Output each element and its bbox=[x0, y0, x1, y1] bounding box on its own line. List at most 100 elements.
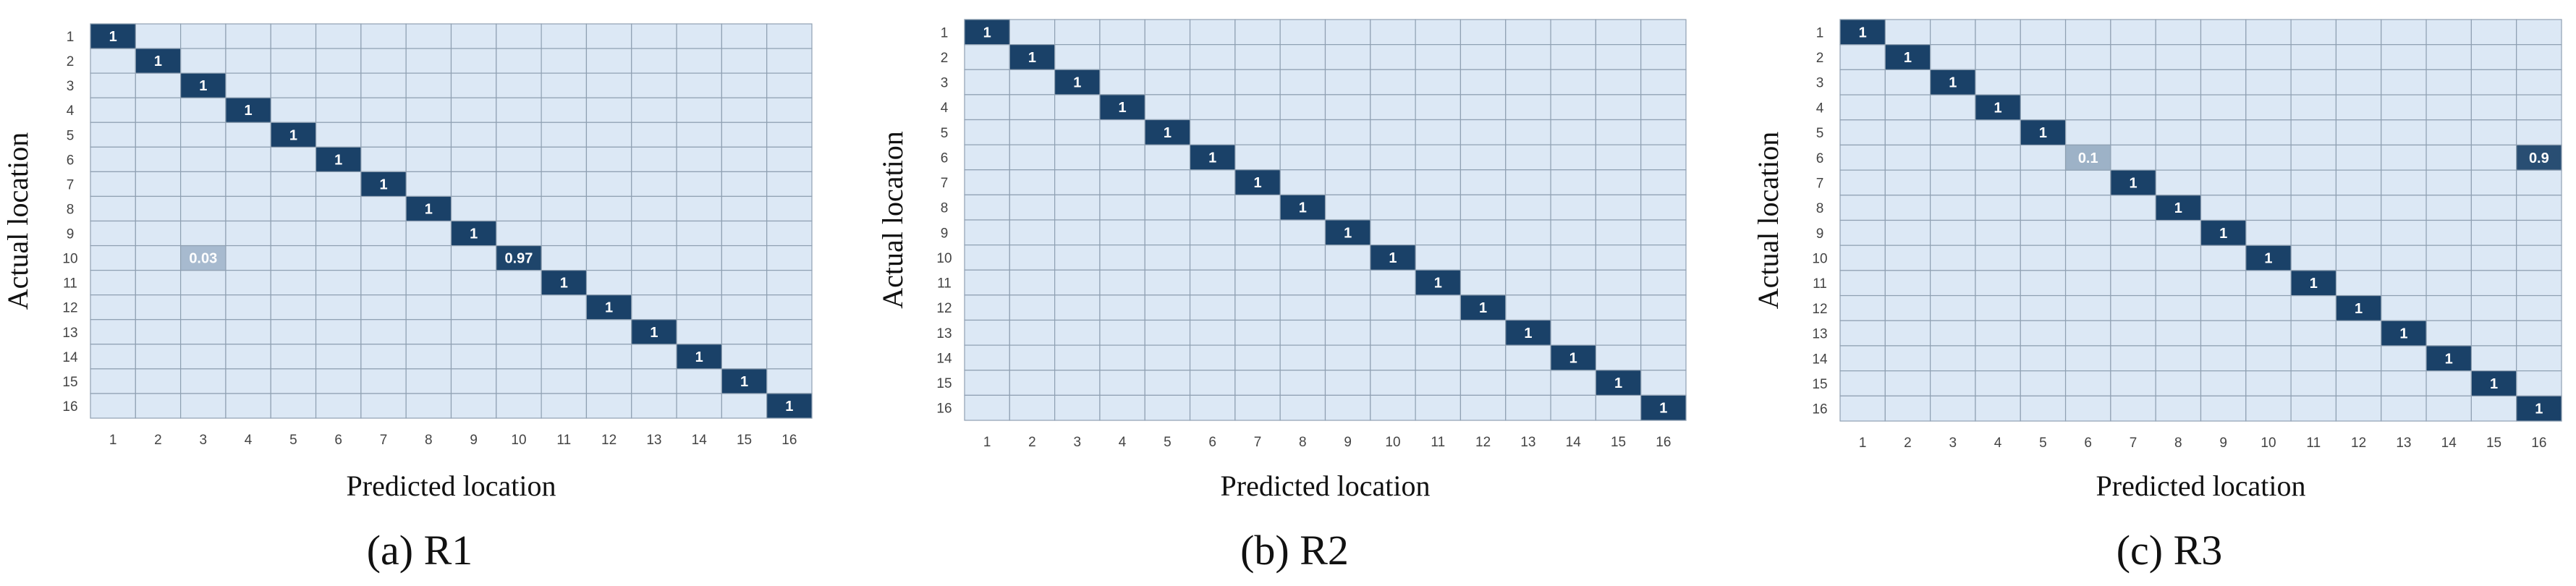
cell-value-label: 1 bbox=[1659, 401, 1667, 417]
empty-cell bbox=[1975, 320, 2021, 347]
empty-cell bbox=[1550, 394, 1596, 421]
empty-cell bbox=[2200, 119, 2247, 146]
y-tick-label: 10 bbox=[62, 252, 77, 267]
empty-cell bbox=[1009, 144, 1056, 171]
heatmap-cell bbox=[721, 368, 768, 394]
empty-cell bbox=[2155, 69, 2202, 95]
empty-cell bbox=[1839, 169, 1886, 196]
heatmap-cell bbox=[2516, 395, 2562, 422]
empty-cell bbox=[2290, 345, 2337, 372]
empty-cell bbox=[1234, 194, 1281, 221]
empty-cell bbox=[1234, 94, 1281, 121]
empty-cell bbox=[1324, 44, 1371, 70]
empty-cell bbox=[2020, 245, 2067, 271]
empty-cell bbox=[964, 219, 1010, 246]
y-tick-label: 11 bbox=[937, 276, 952, 292]
empty-cell bbox=[450, 270, 497, 296]
empty-cell bbox=[1144, 245, 1191, 271]
y-tick-label: 7 bbox=[1816, 176, 1824, 191]
empty-cell bbox=[180, 48, 226, 74]
x-tick-label: 10 bbox=[2261, 436, 2276, 451]
x-tick-label: 3 bbox=[199, 433, 207, 448]
cell-value-label: 1 bbox=[2039, 125, 2047, 141]
empty-cell bbox=[225, 72, 271, 98]
empty-cell bbox=[1324, 370, 1371, 396]
heatmap-cell bbox=[135, 48, 182, 74]
empty-cell bbox=[2200, 144, 2247, 171]
empty-cell bbox=[721, 23, 768, 49]
empty-cell bbox=[1459, 19, 1507, 46]
cell-value-label: 1 bbox=[425, 201, 433, 217]
empty-cell bbox=[1144, 144, 1191, 171]
empty-cell bbox=[1975, 195, 2021, 221]
empty-cell bbox=[315, 344, 362, 370]
empty-cell bbox=[1415, 169, 1462, 195]
heatmap-cell bbox=[360, 171, 407, 198]
empty-cell bbox=[676, 270, 722, 296]
empty-cell bbox=[2155, 94, 2202, 121]
empty-cell bbox=[676, 171, 722, 198]
x-tick-label: 6 bbox=[1208, 435, 1216, 450]
empty-cell bbox=[315, 319, 362, 345]
empty-cell bbox=[2381, 44, 2427, 70]
empty-cell bbox=[2110, 245, 2156, 271]
empty-cell bbox=[1009, 319, 1056, 346]
empty-cell bbox=[2290, 19, 2337, 46]
y-tick-label: 4 bbox=[67, 103, 75, 119]
empty-cell bbox=[2381, 345, 2427, 372]
empty-cell bbox=[2064, 294, 2111, 321]
empty-cell bbox=[766, 319, 813, 345]
empty-cell bbox=[1234, 44, 1281, 70]
empty-cell bbox=[2470, 320, 2517, 347]
empty-cell bbox=[2335, 320, 2382, 347]
empty-cell bbox=[360, 23, 407, 49]
empty-cell bbox=[450, 245, 497, 271]
empty-cell bbox=[721, 294, 768, 320]
empty-cell bbox=[1975, 144, 2021, 171]
cell-value-label: 1 bbox=[560, 276, 568, 292]
empty-cell bbox=[2245, 370, 2292, 396]
empty-cell bbox=[225, 146, 271, 172]
empty-cell bbox=[2516, 94, 2562, 121]
empty-cell bbox=[2020, 395, 2067, 422]
empty-cell bbox=[585, 72, 632, 98]
empty-cell bbox=[541, 220, 588, 247]
empty-cell bbox=[1640, 219, 1687, 246]
empty-cell bbox=[766, 220, 813, 247]
heatmap-cell bbox=[2381, 320, 2427, 347]
empty-cell bbox=[964, 194, 1010, 221]
empty-cell bbox=[676, 245, 722, 271]
empty-cell bbox=[135, 23, 182, 49]
heatmap-cell bbox=[766, 393, 813, 419]
empty-cell bbox=[1550, 19, 1596, 46]
empty-cell bbox=[1505, 269, 1551, 296]
empty-cell bbox=[1505, 69, 1551, 95]
empty-cell bbox=[1054, 119, 1101, 145]
y-tick-label: 12 bbox=[62, 301, 77, 316]
cell-value-label: 1 bbox=[1479, 300, 1487, 316]
empty-cell bbox=[2200, 370, 2247, 396]
empty-cell bbox=[2200, 94, 2247, 121]
empty-cell bbox=[964, 44, 1010, 70]
cell-value-label: 1 bbox=[1614, 375, 1622, 391]
empty-cell bbox=[676, 319, 722, 345]
empty-cell bbox=[315, 97, 362, 123]
empty-cell bbox=[315, 72, 362, 98]
empty-cell bbox=[1884, 370, 1931, 396]
empty-cell bbox=[1595, 144, 1642, 171]
empty-cell bbox=[1324, 19, 1371, 46]
empty-cell bbox=[2200, 44, 2247, 70]
empty-cell bbox=[721, 48, 768, 74]
y-axis-label: Actual location bbox=[876, 131, 909, 308]
empty-cell bbox=[360, 146, 407, 172]
empty-cell bbox=[2470, 245, 2517, 271]
x-tick-label: 1 bbox=[1859, 436, 1867, 451]
empty-cell bbox=[1324, 319, 1371, 346]
x-tick-label: 3 bbox=[1073, 435, 1081, 450]
heatmap-cell bbox=[631, 319, 677, 345]
empty-cell bbox=[360, 393, 407, 419]
empty-cell bbox=[1839, 245, 1886, 271]
empty-cell bbox=[2290, 395, 2337, 422]
empty-cell bbox=[496, 146, 542, 172]
y-tick-label: 4 bbox=[941, 101, 949, 116]
